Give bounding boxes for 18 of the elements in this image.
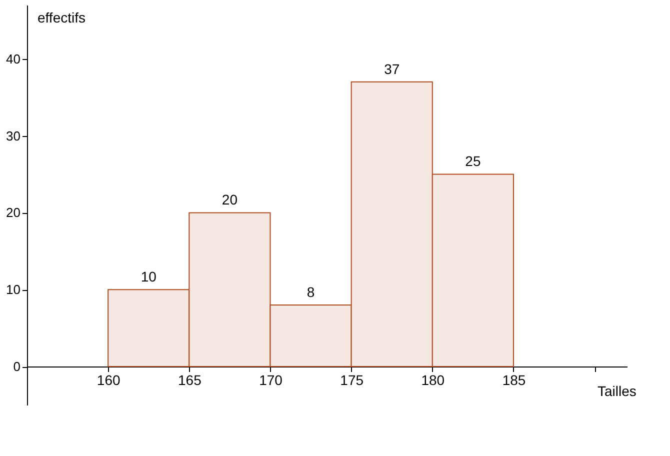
data-label: 37	[384, 60, 400, 77]
y-tick-label: 30	[6, 128, 20, 144]
x-axis-title: Tailles	[598, 383, 636, 400]
x-tick-label: 175	[340, 372, 364, 388]
y-tick-label: 10	[6, 282, 20, 298]
x-tick-label: 160	[96, 372, 120, 388]
y-tick-label: 0	[13, 359, 20, 374]
x-tick-label: 170	[259, 372, 283, 388]
x-tick-label: 165	[178, 372, 202, 388]
y-tick-label: 40	[6, 51, 20, 66]
x-tick-label: 185	[502, 372, 526, 388]
y-axis-title: effectifs	[38, 10, 86, 26]
x-tick-label: 180	[421, 372, 445, 388]
data-label: 20	[222, 192, 238, 208]
y-tick-label: 20	[6, 205, 20, 220]
data-label: 25	[465, 153, 481, 170]
data-label: 8	[306, 284, 315, 300]
data-label: 10	[140, 268, 157, 285]
